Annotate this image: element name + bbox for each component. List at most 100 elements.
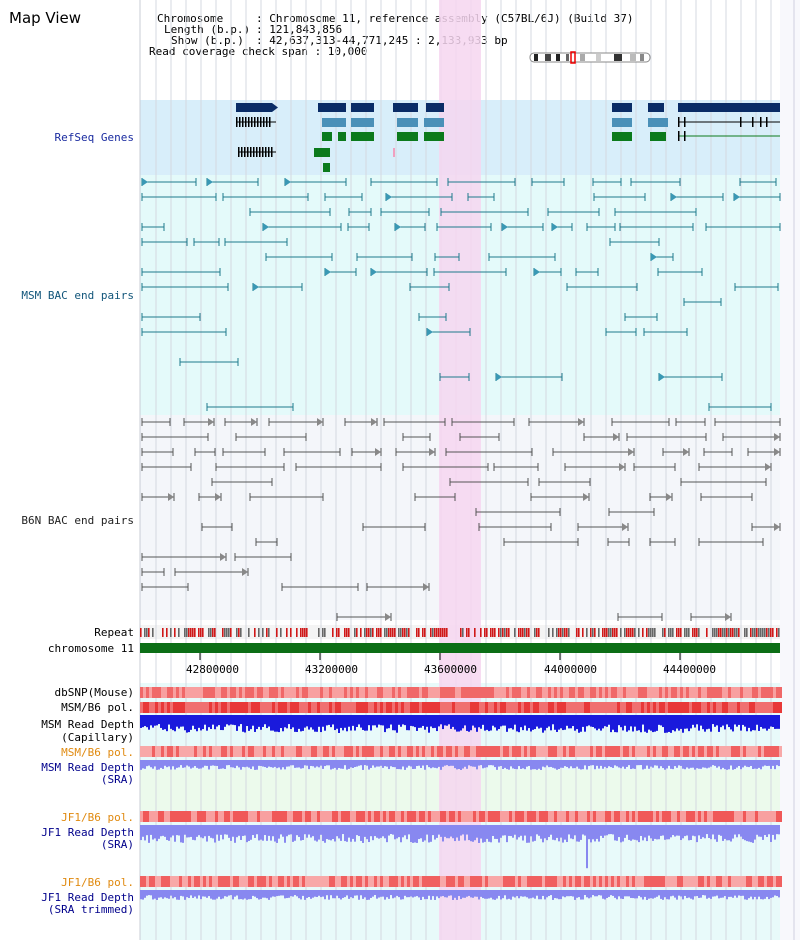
gene-feature	[424, 118, 444, 127]
msm-sra-depth-bar	[456, 760, 458, 770]
jf1-depth-bar	[476, 825, 478, 838]
jf1-pol-cell	[662, 811, 665, 822]
msm-sra-depth-bar	[656, 760, 658, 766]
msm-pol-cell	[686, 702, 689, 713]
msm-sra-depth-bar	[682, 760, 684, 769]
repeat-element	[628, 628, 630, 637]
msm-depth-bar	[552, 715, 554, 725]
msm-depth-bar	[402, 715, 404, 725]
b6n-bac-arrow	[683, 448, 689, 456]
msm-sra-depth-bar	[740, 760, 742, 770]
msm-sra-depth-bar	[452, 760, 454, 766]
jf1-depth-bar	[264, 825, 266, 836]
msm-pol-cell	[233, 702, 236, 713]
msm-sra-depth-bar	[210, 760, 212, 766]
msm-depth-bar	[456, 715, 458, 732]
msm-depth-bar	[530, 715, 532, 732]
msm-pol-cell	[365, 702, 368, 713]
msm-depth-bar	[144, 715, 146, 727]
jf1-pol-cell	[521, 811, 524, 822]
msm-sra-depth-bar	[712, 760, 714, 766]
repeat-element	[620, 628, 622, 637]
msm-sra-depth-bar	[298, 760, 300, 768]
repeat-element	[526, 628, 528, 637]
msm-depth-bar	[322, 715, 324, 727]
msm-depth-bar	[426, 715, 428, 727]
msm-depth-bar	[580, 715, 582, 732]
dbsnp-cell	[719, 687, 722, 698]
dbsnp-cell	[320, 687, 323, 698]
msm-pol-cell	[317, 702, 320, 713]
dbsnp-cell	[488, 687, 491, 698]
msm-sra-pol-cell	[296, 746, 299, 757]
msm-pol-cell	[299, 702, 302, 713]
dbsnp-cell	[203, 687, 206, 698]
jf1-trimmed-depth-bar	[358, 890, 360, 900]
dbsnp-cell	[377, 687, 380, 698]
msm-sra-pol-cell	[521, 746, 524, 757]
jf1-trimmed-depth-bar	[236, 890, 238, 896]
jf1-depth-bar	[632, 825, 634, 840]
dbsnp-cell	[431, 687, 434, 698]
exon-tick	[254, 117, 256, 127]
jf1-pol2-cell	[674, 876, 677, 887]
msm-sra-pol-cell	[188, 746, 191, 757]
msm-sra-depth-bar	[188, 760, 190, 767]
dbsnp-cell	[503, 687, 506, 698]
repeat-element	[430, 628, 432, 637]
msm-pol-cell	[209, 702, 212, 713]
gene-feature	[648, 118, 668, 127]
jf1-depth-bar	[250, 825, 252, 840]
msm-bac-arrow	[325, 268, 331, 276]
msm-sra-depth-bar	[498, 760, 500, 767]
msm-sra-pol-cell	[302, 746, 305, 757]
repeat-element	[388, 628, 390, 637]
msm-sra-pol-cell	[182, 746, 185, 757]
jf1-pol-cell	[734, 811, 737, 822]
dbsnp-cell	[692, 687, 695, 698]
repeat-element	[268, 628, 270, 637]
b6n-bac-arrow	[429, 448, 435, 456]
jf1-pol-cell	[488, 811, 491, 822]
jf1-depth-bar	[478, 825, 480, 843]
msm-sra-depth-bar	[736, 760, 738, 768]
msm-pol-cell	[590, 702, 593, 713]
track-label-msm-read-depth-sra: MSM Read Depth	[41, 761, 134, 774]
jf1-pol2-cell	[152, 876, 155, 887]
msm-sra-depth-bar	[356, 760, 358, 767]
jf1-trimmed-depth-bar	[628, 890, 630, 897]
msm-sra-depth-bar	[174, 760, 176, 770]
repeat-element	[718, 628, 720, 637]
jf1-pol2-cell	[719, 876, 722, 887]
jf1-depth-bar	[292, 825, 294, 842]
dbsnp-cell	[218, 687, 221, 698]
jf1-pol-cell	[557, 811, 560, 822]
jf1-depth-bar	[212, 825, 214, 839]
exon-tick	[262, 147, 264, 157]
msm-sra-depth-bar	[640, 760, 642, 766]
msm-sra-depth-bar	[260, 760, 262, 766]
jf1-trimmed-depth-bar	[408, 890, 410, 898]
msm-sra-depth-bar	[184, 760, 186, 768]
msm-sra-depth-bar	[178, 760, 180, 768]
msm-sra-pol-cell	[497, 746, 500, 757]
msm-depth-bar	[204, 715, 206, 725]
msm-sra-depth-bar	[758, 760, 760, 768]
msm-pol-cell	[404, 702, 407, 713]
dbsnp-cell	[164, 687, 167, 698]
jf1-depth-bar	[710, 825, 712, 840]
jf1-depth-bar	[518, 825, 520, 838]
msm-pol-cell	[542, 702, 545, 713]
jf1-trimmed-depth-bar	[752, 890, 754, 900]
jf1-depth-bar	[766, 825, 768, 838]
msm-depth-bar	[542, 715, 544, 733]
msm-depth-bar	[718, 715, 720, 732]
msm-sra-depth-bar	[404, 760, 406, 770]
jf1-depth-bar	[186, 825, 188, 838]
msm-pol-cell	[218, 702, 221, 713]
jf1-trimmed-depth-bar	[698, 890, 700, 898]
msm-depth-bar	[398, 715, 400, 725]
msm-depth-bar	[616, 715, 618, 733]
dbsnp-cell	[158, 687, 161, 698]
